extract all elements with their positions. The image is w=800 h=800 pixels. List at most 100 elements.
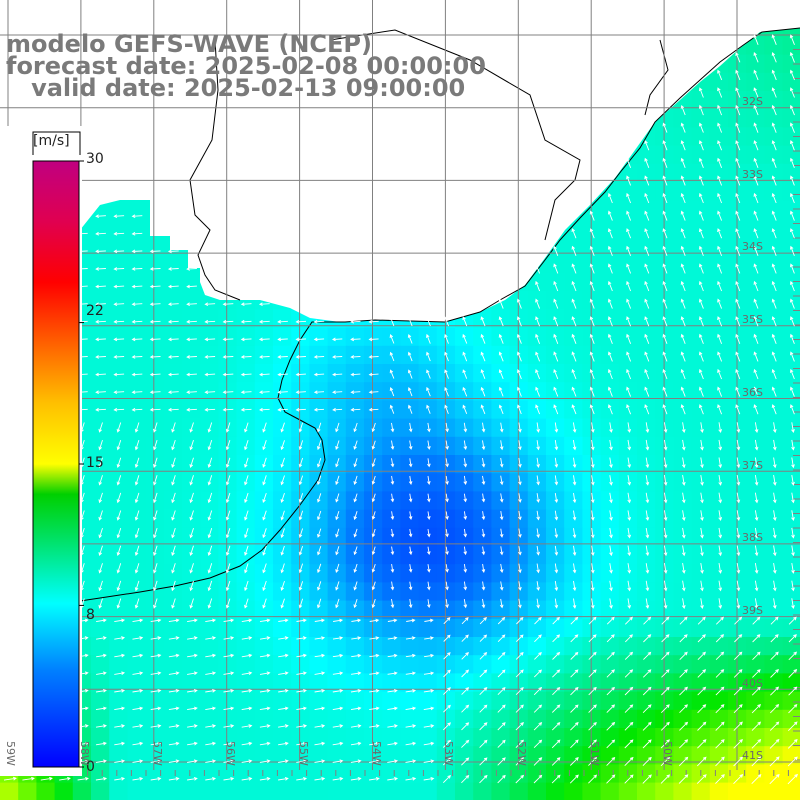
wind-arrow bbox=[280, 598, 285, 609]
wind-arrow bbox=[789, 333, 795, 344]
wind-arrow bbox=[498, 298, 504, 309]
wind-arrow bbox=[153, 545, 158, 556]
wind-cell bbox=[618, 455, 638, 474]
wind-arrow bbox=[572, 475, 577, 486]
wind-arrow bbox=[207, 545, 213, 556]
wind-arrow bbox=[515, 722, 524, 731]
wind-cell bbox=[782, 491, 800, 511]
wind-arrow bbox=[207, 439, 213, 451]
wind-arrow bbox=[736, 492, 741, 504]
wind-cell bbox=[200, 655, 219, 674]
lon-label-53w: 53W bbox=[442, 741, 455, 766]
wind-arrow bbox=[262, 580, 267, 592]
wind-arrow bbox=[113, 407, 125, 412]
wind-arrow bbox=[223, 706, 235, 711]
wind-arrow bbox=[626, 280, 632, 292]
wind-arrow bbox=[240, 302, 252, 307]
wind-arrow bbox=[131, 284, 143, 289]
wind-arrow bbox=[240, 372, 252, 377]
wind-arrow bbox=[114, 688, 126, 693]
wind-arrow bbox=[205, 653, 217, 658]
wind-arrow bbox=[789, 316, 795, 327]
wind-arrow bbox=[295, 319, 307, 324]
wind-arrow bbox=[445, 440, 449, 450]
wind-arrow bbox=[791, 580, 795, 592]
wind-cell bbox=[782, 509, 800, 529]
wind-arrow bbox=[116, 563, 122, 574]
wind-arrow bbox=[278, 636, 289, 640]
wind-cell bbox=[400, 600, 420, 620]
wind-arrow bbox=[335, 546, 340, 556]
wind-arrow bbox=[317, 493, 322, 503]
wind-cell bbox=[163, 327, 183, 347]
wind-cell bbox=[436, 491, 456, 511]
wind-arrow bbox=[353, 440, 358, 450]
wind-cell bbox=[254, 618, 274, 638]
wind-arrow bbox=[642, 774, 652, 784]
wind-arrow bbox=[570, 634, 579, 643]
wind-arrow bbox=[571, 368, 577, 380]
wind-arrow bbox=[462, 316, 468, 327]
wind-arrow bbox=[751, 739, 762, 749]
wind-arrow bbox=[445, 564, 449, 573]
wind-cell bbox=[618, 618, 638, 638]
wind-arrow bbox=[733, 669, 743, 678]
wind-cell bbox=[582, 618, 602, 638]
wind-arrow bbox=[259, 407, 270, 412]
wind-cell bbox=[109, 600, 128, 620]
wind-arrow bbox=[697, 739, 707, 749]
wind-arrow bbox=[518, 475, 522, 486]
wind-cell bbox=[327, 327, 347, 347]
wind-cell bbox=[509, 709, 529, 729]
wind-arrow bbox=[223, 671, 235, 676]
wind-arrow bbox=[114, 706, 126, 711]
wind-cell bbox=[546, 782, 565, 800]
wind-arrow bbox=[22, 776, 35, 781]
wind-arrow bbox=[351, 636, 362, 640]
wind-cell bbox=[109, 345, 128, 365]
wind-arrow bbox=[95, 372, 106, 377]
wind-arrow bbox=[609, 439, 613, 451]
wind-arrow bbox=[663, 510, 668, 522]
wind-arrow bbox=[609, 422, 613, 433]
wind-arrow bbox=[116, 527, 122, 539]
wind-arrow bbox=[498, 386, 504, 397]
wind-cell bbox=[254, 782, 274, 800]
wind-cell bbox=[491, 418, 511, 438]
wind-cell bbox=[655, 782, 674, 800]
wind-arrow bbox=[445, 475, 449, 485]
wind-cell bbox=[418, 673, 438, 693]
lat-label-38s: 38S bbox=[742, 531, 763, 544]
wind-arrow bbox=[96, 671, 107, 676]
wind-arrow bbox=[189, 563, 194, 574]
wind-arrow bbox=[168, 706, 180, 711]
wind-arrow bbox=[627, 527, 632, 539]
wind-arrow bbox=[588, 721, 597, 731]
wind-cell bbox=[236, 673, 256, 693]
wind-arrow bbox=[262, 598, 267, 609]
wind-arrow bbox=[535, 298, 541, 309]
wind-cell bbox=[200, 600, 219, 620]
wind-arrow bbox=[698, 316, 704, 327]
wind-cell bbox=[764, 36, 784, 56]
wind-cell bbox=[327, 600, 347, 620]
wind-cell bbox=[582, 782, 602, 800]
wind-cell bbox=[782, 564, 800, 583]
wind-arrow bbox=[715, 669, 725, 678]
wind-cell bbox=[637, 764, 656, 784]
wind-cell bbox=[673, 637, 693, 656]
wind-cell bbox=[127, 273, 147, 292]
wind-cell bbox=[127, 236, 147, 256]
wind-arrow bbox=[350, 724, 362, 728]
wind-arrow bbox=[680, 404, 686, 415]
wind-arrow bbox=[499, 457, 504, 468]
wind-arrow bbox=[296, 776, 308, 781]
wind-cell bbox=[746, 618, 765, 638]
wind-cell bbox=[327, 582, 347, 602]
wind-arrow bbox=[536, 563, 540, 574]
wind-cell bbox=[618, 637, 638, 656]
wind-arrow bbox=[645, 457, 650, 469]
wind-cell bbox=[509, 600, 529, 620]
wind-cell bbox=[764, 254, 784, 274]
wind-cell bbox=[691, 582, 711, 602]
